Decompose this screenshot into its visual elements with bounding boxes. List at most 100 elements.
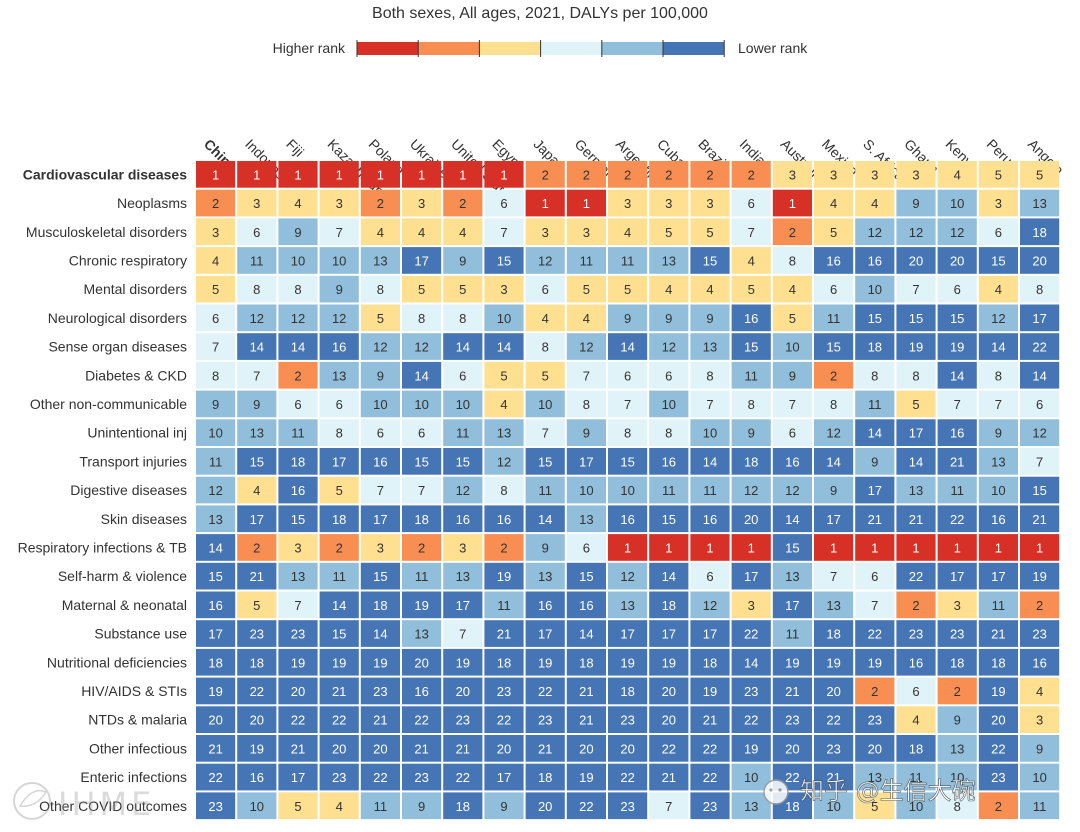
cell-value: 13 [868, 770, 882, 785]
heatmap-cell [484, 706, 524, 733]
cell-value: 11 [456, 426, 470, 441]
cell-value: 13 [456, 569, 470, 584]
cell-value: 2 [253, 540, 260, 555]
heatmap-cell [484, 247, 524, 274]
heatmap-cell [525, 419, 565, 446]
heatmap-cell [814, 620, 854, 647]
heatmap-cell [443, 620, 483, 647]
heatmap-cell [237, 735, 277, 762]
heatmap-cell [690, 476, 730, 504]
heatmap-cell [937, 419, 977, 446]
cell-value: 10 [291, 253, 305, 268]
heatmap-cell [690, 304, 730, 332]
heatmap-cell [731, 534, 771, 561]
heatmap-cell [855, 161, 895, 188]
cell-value: 21 [662, 770, 676, 785]
heatmap-cell [484, 534, 524, 561]
heatmap-cell [566, 419, 606, 446]
heatmap-cell [525, 476, 565, 504]
cell-value: 12 [497, 454, 511, 469]
cell-value: 6 [624, 368, 631, 383]
heatmap-cell [525, 390, 565, 418]
heatmap-cell [237, 591, 277, 619]
cell-value: 14 [744, 655, 758, 670]
cell-value: 18 [620, 684, 634, 699]
row-label: Mental disorders [84, 281, 188, 297]
heatmap-cell [237, 333, 277, 360]
cell-value: 2 [294, 368, 301, 383]
cell-value: 2 [542, 167, 549, 182]
heatmap-cell [855, 361, 895, 389]
cell-value: 17 [662, 627, 676, 642]
heatmap-cell [484, 505, 524, 533]
heatmap-cell [278, 448, 318, 475]
heatmap-cell [649, 247, 689, 274]
cell-value: 9 [377, 368, 384, 383]
row-label: Other non-communicable [30, 396, 187, 412]
cell-value: 14 [373, 627, 387, 642]
heatmap-cell [360, 275, 400, 303]
cell-value: 11 [497, 598, 511, 613]
cell-value: 3 [789, 167, 796, 182]
heatmap-cell [937, 505, 977, 533]
cell-value: 22 [620, 770, 634, 785]
row-label: Substance use [94, 626, 187, 642]
cell-value: 21 [373, 713, 387, 728]
cell-value: 13 [826, 598, 840, 613]
heatmap-cell [319, 476, 359, 504]
row-label: Cardiovascular diseases [23, 166, 187, 182]
cell-value: 2 [212, 196, 219, 211]
cell-value: 12 [620, 569, 634, 584]
cell-value: 6 [212, 311, 219, 326]
cell-value: 12 [208, 483, 222, 498]
heatmap-cell [978, 304, 1018, 332]
cell-value: 9 [542, 540, 549, 555]
cell-value: 13 [414, 627, 428, 642]
row-labels: Cardiovascular diseases Neoplasms Musculos… [18, 166, 188, 813]
heatmap-cell [649, 534, 689, 561]
heatmap-cell [690, 247, 730, 274]
heatmap-cell [566, 161, 606, 188]
cell-value: 19 [1032, 569, 1046, 584]
cell-value: 9 [459, 253, 466, 268]
heatmap-cell [443, 189, 483, 217]
cell-value: 3 [954, 598, 961, 613]
cell-value: 13 [909, 483, 923, 498]
cell-value: 14 [579, 627, 593, 642]
heatmap-cell [896, 247, 936, 274]
cell-value: 18 [909, 741, 923, 756]
heatmap-cell [896, 476, 936, 504]
cell-value: 9 [253, 397, 260, 412]
cell-value: 23 [703, 799, 717, 814]
heatmap-cell [855, 591, 895, 619]
heatmap-cell [196, 390, 236, 418]
heatmap-cell [196, 419, 236, 446]
heatmap-cell [978, 534, 1018, 561]
heatmap-cell [360, 189, 400, 217]
heatmap-cell [978, 505, 1018, 533]
heatmap-cell [402, 390, 442, 418]
heatmap-cell [278, 792, 318, 820]
heatmap-cell [772, 247, 812, 274]
cell-value: 10 [414, 397, 428, 412]
cell-value: 4 [542, 311, 549, 326]
cell-value: 16 [744, 311, 758, 326]
heatmap-cell [896, 161, 936, 188]
heatmap-cell [690, 390, 730, 418]
cell-value: 2 [1036, 598, 1043, 613]
heatmap-cell [237, 218, 277, 246]
cell-value: 17 [456, 598, 470, 613]
heatmap-cell [484, 304, 524, 332]
cell-value: 8 [336, 426, 343, 441]
heatmap-cell [855, 763, 895, 791]
cell-value: 17 [950, 569, 964, 584]
heatmap-cell [1020, 419, 1060, 446]
cell-value: 13 [250, 426, 264, 441]
heatmap-cell [237, 390, 277, 418]
heatmap-cell [196, 534, 236, 561]
heatmap-cell [484, 735, 524, 762]
heatmap-cell [896, 505, 936, 533]
cell-value: 9 [830, 483, 837, 498]
heatmap-cell [608, 562, 648, 590]
heatmap-cell [196, 247, 236, 274]
